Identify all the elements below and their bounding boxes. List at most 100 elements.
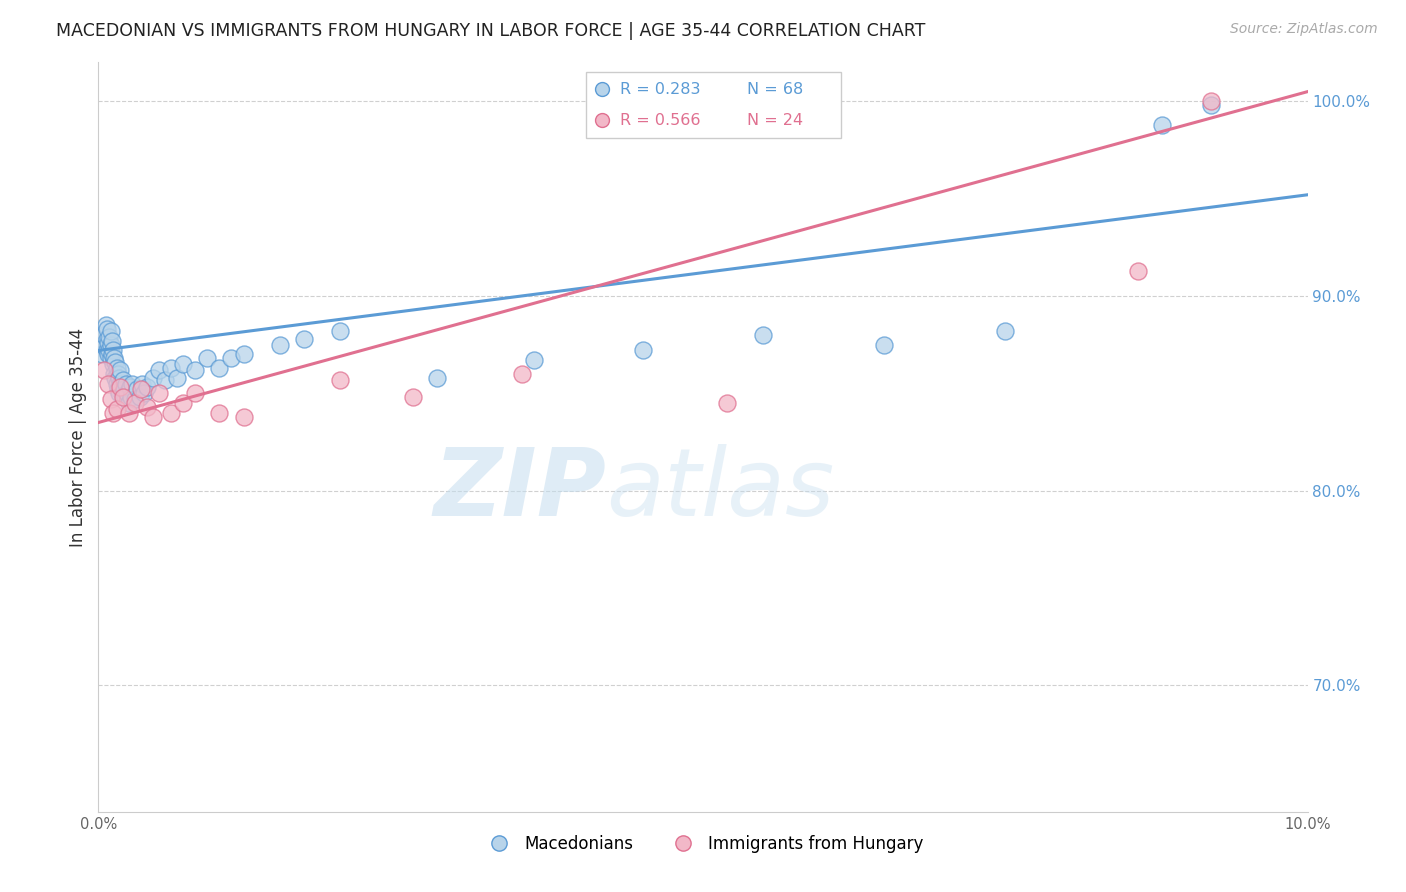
Text: R = 0.566: R = 0.566	[620, 112, 700, 128]
Point	[153, 373, 176, 387]
Point	[1199, 95, 1222, 109]
Point	[111, 390, 134, 404]
Point	[120, 390, 142, 404]
Point	[96, 322, 118, 336]
Point	[172, 357, 194, 371]
Point	[104, 370, 127, 384]
Point	[135, 380, 157, 394]
Point	[329, 373, 352, 387]
Text: N = 24: N = 24	[748, 112, 803, 128]
Point	[426, 370, 449, 384]
Point	[107, 367, 129, 381]
Point	[232, 409, 254, 424]
Point	[128, 390, 150, 404]
Point	[208, 406, 231, 420]
Point	[108, 370, 131, 384]
Point	[160, 406, 183, 420]
Point	[1199, 98, 1222, 112]
Point	[166, 370, 188, 384]
Point	[510, 367, 533, 381]
Point	[994, 324, 1017, 338]
Point	[97, 335, 120, 350]
Point	[93, 327, 115, 342]
Point	[591, 82, 613, 96]
Point	[142, 409, 165, 424]
Point	[108, 363, 131, 377]
Point	[98, 343, 121, 358]
Point	[97, 347, 120, 361]
Point	[631, 343, 654, 358]
Text: ZIP: ZIP	[433, 443, 606, 535]
Point	[142, 370, 165, 384]
Point	[1128, 263, 1150, 277]
Point	[752, 327, 775, 342]
Point	[101, 357, 124, 371]
Point	[148, 363, 170, 377]
Point	[101, 343, 124, 358]
Point	[172, 396, 194, 410]
Point	[103, 367, 125, 381]
Point	[112, 383, 135, 397]
Point	[105, 401, 128, 416]
Point	[184, 386, 207, 401]
Point	[716, 396, 738, 410]
Point	[104, 355, 127, 369]
Point	[232, 347, 254, 361]
Point	[873, 337, 896, 351]
Point	[269, 337, 291, 351]
Point	[100, 347, 122, 361]
Point	[135, 400, 157, 414]
Point	[127, 383, 149, 397]
Point	[131, 376, 153, 391]
Point	[1152, 118, 1174, 132]
Point	[117, 386, 139, 401]
Point	[100, 334, 122, 348]
Point	[148, 386, 170, 401]
Point	[107, 383, 129, 397]
Point	[100, 392, 122, 406]
Y-axis label: In Labor Force | Age 35-44: In Labor Force | Age 35-44	[69, 327, 87, 547]
Text: Source: ZipAtlas.com: Source: ZipAtlas.com	[1230, 22, 1378, 37]
Point	[96, 343, 118, 358]
Point	[292, 332, 315, 346]
Point	[97, 376, 120, 391]
Point	[221, 351, 243, 366]
Point	[523, 353, 546, 368]
Point	[105, 376, 128, 391]
Point	[121, 376, 143, 391]
FancyBboxPatch shape	[586, 72, 841, 137]
Point	[124, 392, 146, 406]
Point	[124, 396, 146, 410]
Point	[129, 383, 152, 397]
Point	[208, 361, 231, 376]
Point	[134, 386, 156, 401]
Point	[114, 390, 136, 404]
Point	[195, 351, 218, 366]
Point	[115, 376, 138, 391]
Legend: Macedonians, Immigrants from Hungary: Macedonians, Immigrants from Hungary	[475, 829, 931, 860]
Point	[100, 324, 122, 338]
Point	[103, 351, 125, 366]
Text: atlas: atlas	[606, 444, 835, 535]
Point	[402, 390, 425, 404]
Point	[108, 380, 131, 394]
Point	[329, 324, 352, 338]
Point	[100, 337, 122, 351]
Text: MACEDONIAN VS IMMIGRANTS FROM HUNGARY IN LABOR FORCE | AGE 35-44 CORRELATION CHA: MACEDONIAN VS IMMIGRANTS FROM HUNGARY IN…	[56, 22, 925, 40]
Point	[100, 351, 122, 366]
Point	[108, 386, 131, 401]
Point	[98, 330, 121, 344]
Point	[160, 361, 183, 376]
Point	[108, 376, 131, 391]
Point	[118, 380, 141, 394]
Text: R = 0.283: R = 0.283	[620, 82, 700, 97]
Point	[184, 363, 207, 377]
Point	[91, 347, 114, 361]
Point	[94, 318, 117, 333]
Point	[118, 406, 141, 420]
Point	[111, 386, 134, 401]
Text: N = 68: N = 68	[748, 82, 804, 97]
Point	[591, 113, 613, 128]
Point	[93, 363, 115, 377]
Point	[91, 337, 114, 351]
